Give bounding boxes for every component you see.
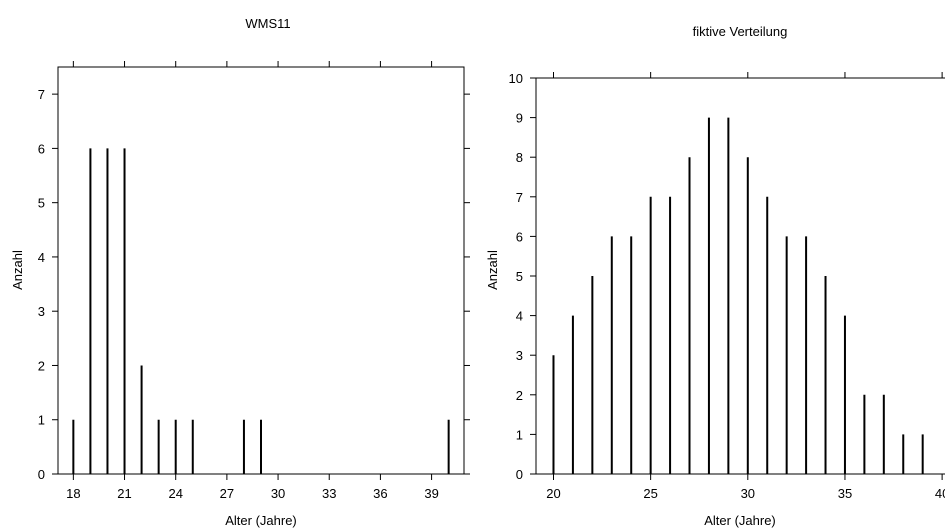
panel-fiktive-verteilung: fiktive Verteilung 20 25 30 35 40 0 1 2 3 4 5 6 7 8 9…: [485, 24, 945, 528]
bars: [552, 117, 924, 474]
chart-title: WMS11: [245, 16, 290, 31]
y-axis: 0 1 2 3 4 5 6 7 8 9 10: [509, 71, 536, 482]
y-tick-label: 2: [516, 388, 523, 403]
y-tick-label: 4: [38, 250, 45, 265]
y-tick-label: 0: [38, 467, 45, 482]
x-axis: 18 21 24 27 30 33 36 39: [66, 61, 439, 501]
y-tick-label: 10: [509, 71, 523, 86]
x-tick-label: 40: [935, 486, 945, 501]
y-tick-label: 9: [516, 111, 523, 126]
y-tick-label: 5: [38, 196, 45, 211]
y-tick-label: 7: [38, 87, 45, 102]
plot-frame: [57, 66, 465, 475]
x-axis: 20 25 30 35 40: [546, 72, 945, 501]
y-axis: 0 1 2 3 4 5 6 7: [38, 87, 470, 482]
chart-title: fiktive Verteilung: [693, 24, 788, 39]
y-tick-label: 6: [516, 229, 523, 244]
y-tick-label: 7: [516, 190, 523, 205]
y-tick-label: 2: [38, 358, 45, 373]
y-tick-label: 6: [38, 141, 45, 156]
y-axis-label: Anzahl: [485, 250, 500, 290]
x-tick-label: 30: [741, 486, 755, 501]
y-tick-label: 5: [516, 269, 523, 284]
y-tick-label: 1: [38, 413, 45, 428]
x-tick-label: 25: [643, 486, 657, 501]
x-axis-label: Alter (Jahre): [225, 513, 297, 528]
x-tick-label: 27: [220, 486, 234, 501]
y-tick-label: 0: [516, 467, 523, 482]
y-tick-label: 3: [38, 304, 45, 319]
x-tick-label: 18: [66, 486, 80, 501]
panel-wms11: WMS11 18 21 24 27 30 33 36 39 0 1 2 3 4 5 6 7 Alter (J…: [10, 16, 470, 528]
x-tick-label: 36: [373, 486, 387, 501]
x-tick-label: 21: [117, 486, 131, 501]
x-tick-label: 33: [322, 486, 336, 501]
y-tick-label: 8: [516, 150, 523, 165]
x-tick-label: 35: [838, 486, 852, 501]
y-tick-label: 3: [516, 348, 523, 363]
bars: [72, 148, 450, 474]
x-tick-label: 20: [546, 486, 560, 501]
x-tick-label: 39: [424, 486, 438, 501]
x-tick-label: 24: [168, 486, 182, 501]
x-axis-label: Alter (Jahre): [704, 513, 776, 528]
y-axis-label: Anzahl: [10, 250, 25, 290]
y-tick-label: 1: [516, 427, 523, 442]
x-tick-label: 30: [271, 486, 285, 501]
y-tick-label: 4: [516, 309, 523, 324]
